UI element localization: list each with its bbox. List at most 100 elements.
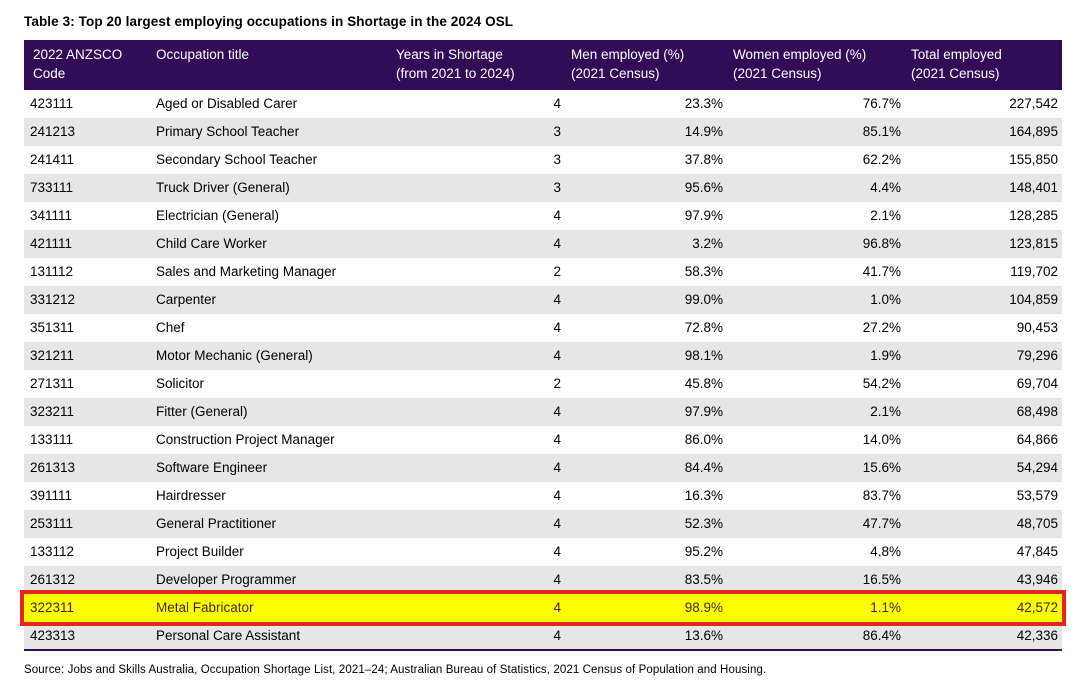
cell-years-in-shortage: 4: [553, 488, 561, 504]
source-note: Source: Jobs and Skills Australia, Occup…: [24, 663, 767, 676]
table-row: 341111 Electrician (General) 4 97.9% 2.1…: [24, 202, 1062, 230]
cell-women-employed: 85.1%: [862, 124, 901, 140]
cell-total-employed: 128,285: [1009, 208, 1058, 224]
cell-men-employed: 16.3%: [684, 488, 723, 504]
table-row: 241411 Secondary School Teacher 3 37.8% …: [24, 146, 1062, 174]
cell-men-employed: 52.3%: [684, 516, 723, 532]
column-header-total-employed: Total employed (2021 Census): [905, 40, 1062, 90]
cell-women-employed: 86.4%: [727, 621, 905, 651]
column-header-anzsco-code: 2022 ANZSCO Code: [24, 40, 150, 90]
cell-occupation-title: Primary School Teacher: [156, 124, 300, 140]
table-row: 131112 Sales and Marketing Manager 2 58.…: [24, 258, 1062, 286]
table-row: 321211 Motor Mechanic (General) 4 98.1% …: [24, 341, 1062, 370]
cell-total-employed: 69,704: [1016, 376, 1058, 392]
header-line: (from 2021 to 2024): [396, 65, 515, 81]
cell-women-employed: 15.6%: [862, 460, 901, 476]
cell-anzsco-code: 261312: [30, 572, 76, 588]
cell-women-employed: 4.8%: [870, 544, 901, 560]
table-row: 331212 Carpenter 4 99.0% 1.0% 104,859: [24, 285, 1062, 314]
cell-occupation-title: Truck Driver (General): [156, 180, 290, 196]
cell-total-employed: 54,294: [1016, 460, 1058, 476]
cell-years-in-shortage: 3: [553, 152, 561, 168]
header-line: 2022 ANZSCO: [33, 47, 123, 62]
table-row: 421111 Child Care Worker 4 3.2% 96.8% 12…: [24, 229, 1062, 258]
cell-occupation-title: Fitter (General): [156, 404, 248, 420]
cell-anzsco-code: 421111: [30, 236, 73, 252]
table-body: 423111 Aged or Disabled Carer 4 23.3% 76…: [20, 90, 1066, 651]
cell-years-in-shortage: 4: [553, 292, 561, 308]
header-line: (2021 Census): [733, 65, 822, 81]
cell-men-employed: 58.3%: [684, 264, 723, 280]
cell-women-employed: 54.2%: [862, 376, 901, 392]
cell-men-employed: 95.2%: [684, 544, 723, 560]
table-row: 733111 Truck Driver (General) 3 95.6% 4.…: [24, 173, 1062, 202]
cell-years-in-shortage: 4: [553, 460, 561, 476]
cell-total-employed: 48,705: [1016, 516, 1058, 532]
cell-men-employed: 95.6%: [684, 180, 723, 196]
table-row: 261312 Developer Programmer 4 83.5% 16.5…: [24, 565, 1062, 594]
cell-men-employed: 84.4%: [684, 460, 723, 476]
cell-women-employed: 83.7%: [862, 488, 901, 504]
cell-total-employed: 53,579: [1016, 488, 1058, 504]
cell-total-employed: 68,498: [1016, 404, 1058, 420]
header-line: Years in Shortage: [396, 47, 503, 62]
cell-occupation-title: Solicitor: [156, 376, 205, 392]
cell-years-in-shortage: 4: [553, 96, 561, 112]
cell-anzsco-code: 321211: [30, 348, 75, 364]
table-row: 261313 Software Engineer 4 84.4% 15.6% 5…: [24, 453, 1062, 482]
cell-years-in-shortage: 4: [553, 236, 561, 252]
cell-men-employed: 98.9%: [684, 600, 723, 616]
cell-men-employed: 72.8%: [684, 320, 723, 336]
cell-occupation-title: Electrician (General): [156, 208, 280, 224]
table-title: Table 3: Top 20 largest employing occupa…: [24, 14, 514, 29]
cell-men-employed: 45.8%: [684, 376, 723, 392]
cell-total-employed: 47,845: [1016, 544, 1058, 560]
cell-anzsco-code: 391111: [30, 488, 73, 504]
cell-years-in-shortage: 4: [553, 404, 561, 420]
cell-women-employed: 62.2%: [862, 152, 901, 168]
header-line: Total employed: [911, 47, 1002, 62]
cell-years-in-shortage: 4: [553, 320, 561, 336]
cell-years-in-shortage: 4: [553, 516, 561, 532]
cell-women-employed: 1.0%: [870, 292, 901, 308]
cell-years-in-shortage: 3: [553, 180, 561, 196]
cell-anzsco-code: 322311: [30, 600, 75, 616]
cell-women-employed: 4.4%: [870, 180, 901, 196]
table-row: 133112 Project Builder 4 95.2% 4.8% 47,8…: [24, 538, 1062, 566]
cell-anzsco-code: 241411: [30, 152, 75, 168]
cell-women-employed: 2.1%: [870, 404, 901, 420]
cell-occupation-title: General Practitioner: [156, 516, 277, 532]
cell-men-employed: 97.9%: [684, 208, 723, 224]
cell-total-employed: 42,572: [1016, 600, 1058, 616]
cell-occupation-title: Metal Fabricator: [156, 600, 254, 616]
cell-women-employed: 1.1%: [870, 600, 901, 616]
cell-men-employed: 86.0%: [684, 432, 723, 448]
cell-anzsco-code: 733111: [30, 180, 74, 196]
cell-women-employed: 1.9%: [870, 348, 901, 364]
cell-anzsco-code: 271311: [30, 376, 75, 392]
cell-anzsco-code: 423111: [30, 96, 74, 112]
cell-years-in-shortage: 4: [553, 348, 561, 364]
cell-occupation-title: Sales and Marketing Manager: [156, 264, 337, 280]
cell-occupation-title: Carpenter: [156, 292, 217, 308]
cell-years-in-shortage: 3: [553, 124, 561, 140]
cell-occupation-title: Personal Care Assistant: [150, 621, 390, 651]
cell-total-employed: 227,542: [1009, 96, 1058, 112]
cell-years-in-shortage: 4: [553, 572, 561, 588]
cell-total-employed: 119,702: [1010, 264, 1058, 280]
cell-anzsco-code: 331212: [30, 292, 76, 308]
cell-occupation-title: Chef: [156, 320, 185, 336]
table-row: 423313 Personal Care Assistant 4 13.6% 8…: [24, 621, 1062, 651]
header-line: Code: [33, 65, 66, 81]
cell-women-employed: 2.1%: [870, 208, 901, 224]
cell-total-employed: 90,453: [1016, 320, 1058, 336]
cell-men-employed: 13.6%: [565, 621, 727, 651]
header-line: Occupation title: [156, 47, 250, 62]
cell-years-in-shortage: 4: [553, 544, 561, 560]
cell-occupation-title: Hairdresser: [156, 488, 226, 504]
occupation-shortage-table: 2022 ANZSCO Code Occupation title Years …: [20, 40, 1066, 651]
cell-years-in-shortage: 2: [553, 376, 561, 392]
cell-women-employed: 96.8%: [862, 236, 901, 252]
cell-occupation-title: Software Engineer: [156, 460, 268, 476]
cell-women-employed: 14.0%: [862, 432, 901, 448]
